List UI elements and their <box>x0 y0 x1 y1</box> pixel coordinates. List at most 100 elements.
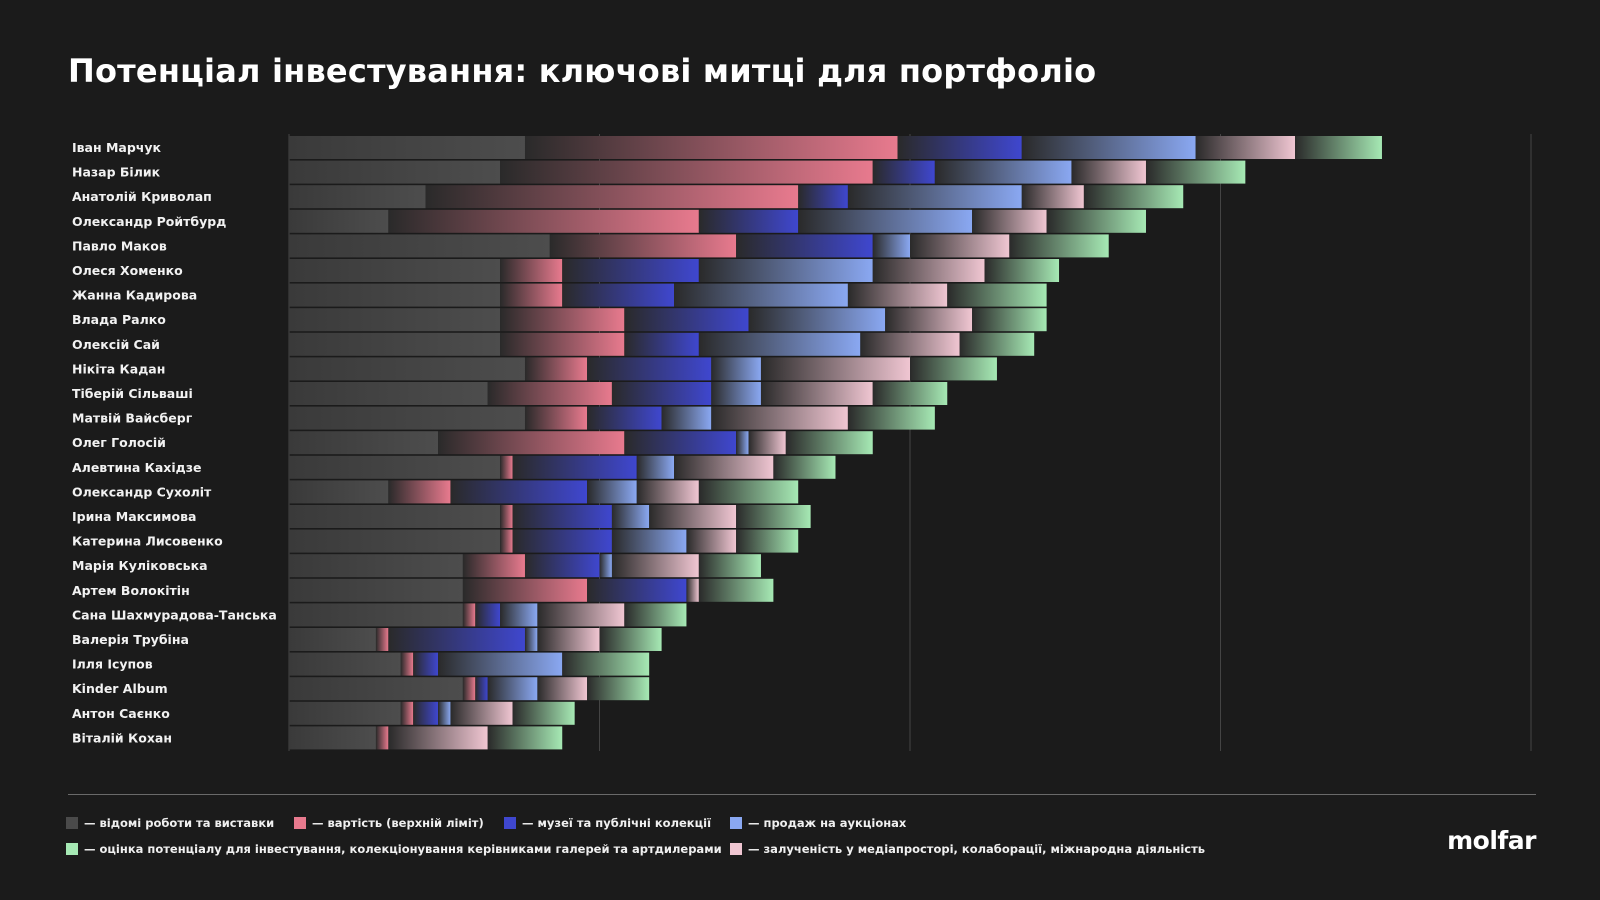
category-label: Артем Волокітін <box>72 583 190 598</box>
bar-segment-media <box>686 529 737 553</box>
bar-segment-works <box>289 505 501 528</box>
bar-segment-price <box>500 505 513 528</box>
stacked-bar-chart: Іван Марчук Назар Білик Анатолій Криволап О… <box>72 134 1532 751</box>
bar-segment-works <box>289 726 376 750</box>
bar-segment-works <box>289 209 389 233</box>
bar-segment-works <box>289 259 501 282</box>
legend-label-media: — залученість у медіапросторі, колаборац… <box>748 842 1206 856</box>
bar-segment-works <box>289 677 463 701</box>
bar-segment-works <box>289 554 463 578</box>
bar-segment-media <box>872 259 985 282</box>
bar-segment-media <box>649 505 737 528</box>
legend-swatch-potential <box>66 843 78 855</box>
category-label: Ірина Максимова <box>72 509 196 524</box>
bar-segment-potential <box>1046 209 1146 233</box>
category-label: Віталій Кохан <box>72 730 172 745</box>
bar-segment-potential <box>1009 234 1109 258</box>
page-title: Потенціал інвестування: ключові митці дл… <box>68 52 1097 90</box>
bar-segment-price <box>400 652 414 676</box>
bar-segment-auctions <box>636 455 675 479</box>
bar-segment-potential <box>587 677 650 701</box>
bar-segment-potential <box>847 406 935 430</box>
bar-segment-price <box>500 283 563 307</box>
legend-item-potential: — оцінка потенціалу для інвестування, ко… <box>66 842 722 856</box>
bar-segment-museums <box>512 455 637 479</box>
bar-segment-media <box>636 480 699 504</box>
bar-segment-price <box>500 160 873 184</box>
legend-label-price: — вартість (верхній ліміт) <box>312 816 484 830</box>
legend-label-works: — відомі роботи та виставки <box>84 816 275 830</box>
bar-segment-media <box>860 332 960 356</box>
bar-segment-media <box>1021 185 1084 209</box>
bar-segment-potential <box>562 652 650 676</box>
legend: — відомі роботи та виставки — вартість (… <box>66 816 1266 876</box>
bar-segment-museums <box>611 382 712 405</box>
bar-segment-auctions <box>711 357 761 381</box>
category-label: Олександр Ройтбурд <box>72 214 226 229</box>
bar-segment-potential <box>736 505 811 528</box>
category-label: Сана Шахмурадова-Танська <box>72 607 277 622</box>
bar-segment-works <box>289 160 501 184</box>
bar-segment-price <box>462 578 588 602</box>
bar-segment-works <box>289 382 488 405</box>
bar-segment-museums <box>624 332 699 356</box>
category-label: Анатолій Криволап <box>72 189 212 204</box>
bar-segment-potential <box>698 480 799 504</box>
legend-item-media: — залученість у медіапросторі, колаборац… <box>730 842 1205 856</box>
bar-segment-price <box>500 529 513 553</box>
bar-segment-potential <box>736 529 799 553</box>
bar-segment-media <box>711 406 848 430</box>
bar-segment-price <box>500 332 625 356</box>
bar-segment-museums <box>587 578 687 602</box>
bar-segment-potential <box>1145 160 1246 184</box>
bar-segment-potential <box>1083 185 1184 209</box>
bar-segment-price <box>487 382 612 405</box>
category-label: Алевтина Кахідзе <box>72 460 201 475</box>
bar-segment-museums <box>388 628 525 651</box>
bar-segment-media <box>885 308 973 332</box>
bar-segment-works <box>289 136 525 159</box>
bar-segment-potential <box>785 431 873 455</box>
bar-segment-price <box>524 136 898 159</box>
legend-swatch-media <box>730 843 742 855</box>
bar-segment-museums <box>587 406 662 430</box>
bar-segment-media <box>1071 160 1146 184</box>
category-label: Павло Маков <box>72 238 167 253</box>
bar-segment-museums <box>413 701 439 725</box>
bar-segment-works <box>289 308 501 332</box>
bar-segment-museums <box>475 603 501 627</box>
bar-segment-price <box>549 234 737 258</box>
bar-segment-museums <box>897 136 1022 159</box>
bar-segment-media <box>760 357 910 381</box>
bar-segment-auctions <box>611 529 687 553</box>
bar-segment-museums <box>524 554 600 578</box>
category-label: Валерія Трубіна <box>72 632 189 647</box>
bar-segment-price <box>462 603 476 627</box>
category-label: Олег Голосій <box>72 435 166 450</box>
bar-segment-works <box>289 431 439 455</box>
bar-segment-museums <box>698 209 799 233</box>
legend-swatch-price <box>294 817 306 829</box>
bar-segment-price <box>462 677 476 701</box>
bar-segment-media <box>537 603 625 627</box>
bar-segment-works <box>289 652 401 676</box>
bar-segment-works <box>289 357 525 381</box>
category-label: Kinder Album <box>72 681 168 696</box>
bar-segment-works <box>289 234 550 258</box>
bar-segment-museums <box>562 283 675 307</box>
bar-segment-works <box>289 480 389 504</box>
bar-segment-potential <box>872 382 948 405</box>
legend-label-museums: — музеї та публічні колекції <box>522 816 712 830</box>
bar-segment-museums <box>624 431 737 455</box>
bar-segment-media <box>748 431 786 455</box>
bar-segment-price <box>388 209 699 233</box>
category-label: Антон Саєнко <box>72 706 170 721</box>
bar-segment-works <box>289 578 463 602</box>
bar-segment-auctions <box>661 406 712 430</box>
bar-segment-potential <box>972 308 1047 332</box>
bar-segment-media <box>611 554 699 578</box>
bar-segment-museums <box>798 185 848 209</box>
bar-segment-museums <box>624 308 749 332</box>
legend-swatch-works <box>66 817 78 829</box>
category-label: Нікіта Кадан <box>72 361 165 376</box>
